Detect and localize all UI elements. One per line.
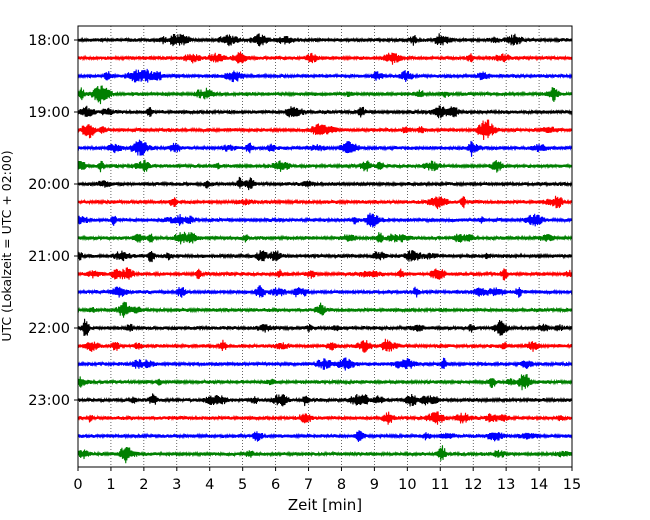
y-tick-label: 19:00 [28, 105, 70, 121]
trace-row [77, 119, 573, 141]
trace-rows [77, 33, 573, 464]
plot-frame [77, 25, 573, 468]
x-tick-label: 8 [337, 477, 346, 493]
trace-row [77, 374, 573, 391]
trace-row [77, 430, 573, 442]
trace-row [77, 393, 573, 407]
trace-row [77, 231, 573, 245]
trace-row [77, 250, 573, 263]
y-tick-label: 21:00 [28, 249, 70, 265]
trace-row [77, 85, 573, 105]
x-tick-label: 9 [370, 477, 379, 493]
y-axis-ticks: 18:00 19:00 20:00 21:00 22:00 23:00 [28, 33, 78, 409]
x-tick-label: 14 [530, 477, 548, 493]
x-tick-label: 6 [271, 477, 280, 493]
x-tick-label: 11 [431, 477, 449, 493]
trace-row [77, 301, 573, 318]
trace-row [77, 357, 573, 371]
x-tick-label: 10 [398, 477, 416, 493]
trace-row [77, 159, 573, 173]
trace-row [77, 68, 573, 83]
y-tick-label: 20:00 [28, 177, 70, 193]
trace-row [77, 285, 573, 298]
x-tick-label: 12 [464, 477, 482, 493]
y-tick-label: 18:00 [28, 33, 70, 49]
x-axis-ticks: 0 1 2 3 4 5 6 7 8 9 10 11 12 13 14 15 [73, 467, 581, 493]
trace-row [77, 51, 573, 65]
trace-row [77, 318, 573, 337]
x-tick-label: 3 [172, 477, 181, 493]
x-tick-label: 2 [139, 477, 148, 493]
y-axis-label: UTC (Lokalzeit = UTC + 02:00) [0, 150, 14, 341]
trace-row [77, 139, 573, 157]
y-tick-label: 23:00 [28, 393, 70, 409]
trace-row [77, 195, 573, 210]
trace-row [77, 267, 573, 281]
trace-row [77, 105, 573, 119]
x-axis-label: Zeit [min] [288, 496, 362, 514]
x-tick-label: 4 [205, 477, 214, 493]
trace-row [77, 212, 573, 228]
trace-row [77, 411, 573, 425]
x-tick-label: 5 [238, 477, 247, 493]
x-tick-label: 15 [563, 477, 581, 493]
x-tick-label: 0 [73, 477, 82, 493]
trace-row [77, 33, 573, 47]
trace-row [77, 445, 573, 464]
trace-row [77, 176, 573, 191]
trace-row [77, 338, 573, 353]
x-tick-label: 7 [304, 477, 313, 493]
x-tick-label: 1 [106, 477, 115, 493]
x-tick-label: 13 [497, 477, 515, 493]
y-tick-label: 22:00 [28, 321, 70, 337]
